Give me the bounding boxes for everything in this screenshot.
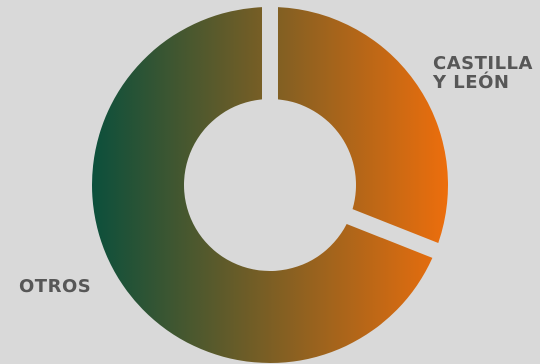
slice-label-castilla-line2: Y LEÓN: [433, 72, 510, 93]
slice-otros: [92, 7, 433, 363]
slice-label-otros: OTROS: [19, 276, 92, 297]
slice-castilla-y-leon: [277, 7, 448, 244]
slice-label-castilla-y-leon: CASTILLA Y LEÓN: [433, 54, 533, 92]
slice-label-castilla-line1: CASTILLA: [433, 53, 533, 74]
